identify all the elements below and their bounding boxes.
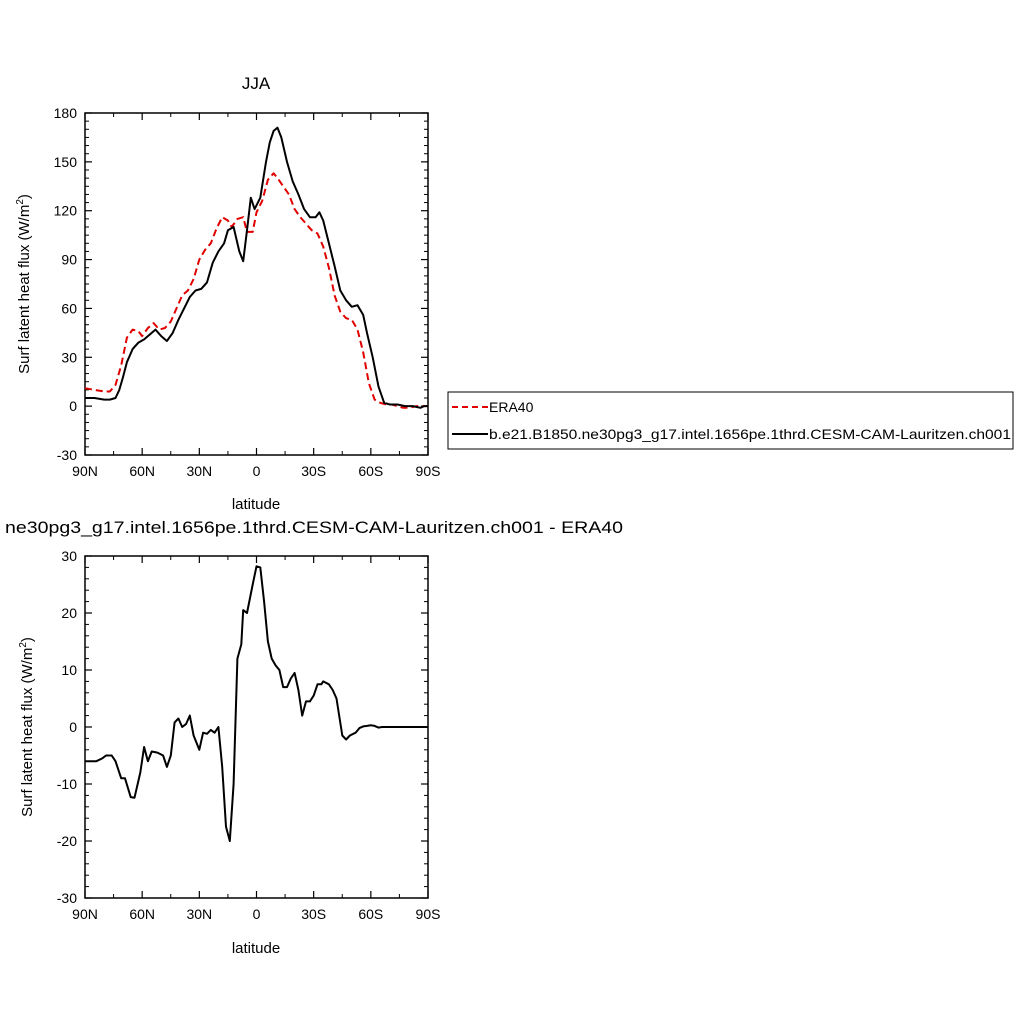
top-x-tick-label: 0 bbox=[253, 463, 261, 479]
top-y-tick-label: 180 bbox=[54, 105, 78, 121]
bottom-y-tick-label: -20 bbox=[57, 833, 77, 849]
top-series-line-model bbox=[85, 126, 428, 409]
bottom-y-tick-label: 30 bbox=[61, 548, 77, 564]
legend-label-era40: ERA40 bbox=[489, 399, 534, 415]
top-x-tick-label: 90S bbox=[416, 463, 441, 479]
bottom-y-tick-label: 10 bbox=[61, 662, 77, 678]
top-y-axis-label: Surf latent heat flux (W/m2) bbox=[15, 194, 33, 374]
bottom-x-tick-label: 0 bbox=[253, 906, 261, 922]
bottom-x-tick-label: 30N bbox=[186, 906, 212, 922]
bottom-y-tick-label: -10 bbox=[57, 776, 77, 792]
top-y-tick-label: 90 bbox=[61, 252, 77, 268]
top-chart-title: JJA bbox=[242, 74, 271, 93]
legend: ERA40 b.e21.B1850.ne30pg3_g17.intel.1656… bbox=[447, 391, 1014, 450]
bottom-x-tick-label: 90N bbox=[72, 906, 98, 922]
top-y-tick-label: 150 bbox=[54, 154, 78, 170]
bottom-chart-title: ne30pg3_g17.intel.1656pe.1thrd.CESM-CAM-… bbox=[5, 518, 623, 537]
top-series-group bbox=[84, 126, 428, 409]
bottom-x-tick-label: 60S bbox=[358, 906, 383, 922]
legend-box bbox=[447, 391, 1014, 450]
top-x-tick-label: 30N bbox=[186, 463, 212, 479]
top-x-tick-label: 30S bbox=[301, 463, 326, 479]
bottom-x-tick-label: 90S bbox=[416, 906, 441, 922]
top-series-line-era40 bbox=[84, 172, 428, 409]
top-y-tick-label: 120 bbox=[54, 203, 78, 219]
bottom-axis-ticks: 90N 60N 30N 0 30S 60S 90S -30 -20 -10 0 10 20 30 bbox=[57, 548, 441, 922]
top-x-tick-label: 90N bbox=[72, 463, 98, 479]
top-y-tick-label: 30 bbox=[61, 349, 77, 365]
bottom-x-tick-label: 60N bbox=[129, 906, 155, 922]
bottom-y-tick-label: 0 bbox=[69, 719, 77, 735]
top-chart-panel: JJA latitude Surf latent heat flux (W/m2… bbox=[15, 74, 440, 513]
bottom-chart-panel: ne30pg3_g17.intel.1656pe.1thrd.CESM-CAM-… bbox=[5, 518, 623, 957]
top-y-tick-label: 60 bbox=[61, 300, 77, 316]
bottom-y-tick-label: 20 bbox=[61, 605, 77, 621]
legend-label-model: b.e21.B1850.ne30pg3_g17.intel.1656pe.1th… bbox=[489, 426, 1011, 442]
top-y-tick-label: -30 bbox=[57, 447, 77, 463]
bottom-y-axis-label: Surf latent heat flux (W/m2) bbox=[18, 637, 36, 817]
bottom-y-tick-label: -30 bbox=[57, 890, 77, 906]
bottom-x-axis-label: latitude bbox=[232, 940, 280, 957]
top-x-tick-label: 60N bbox=[129, 463, 155, 479]
top-x-tick-label: 60S bbox=[358, 463, 383, 479]
top-y-tick-label: 0 bbox=[69, 398, 77, 414]
top-axis-ticks: 90N 60N 30N 0 30S 60S 90S -30 0 30 60 90 120 150 180 bbox=[54, 105, 441, 479]
bottom-series-line-difference bbox=[85, 565, 428, 842]
top-x-axis-label: latitude bbox=[232, 496, 280, 513]
bottom-series-group bbox=[85, 565, 428, 842]
bottom-x-tick-label: 30S bbox=[301, 906, 326, 922]
